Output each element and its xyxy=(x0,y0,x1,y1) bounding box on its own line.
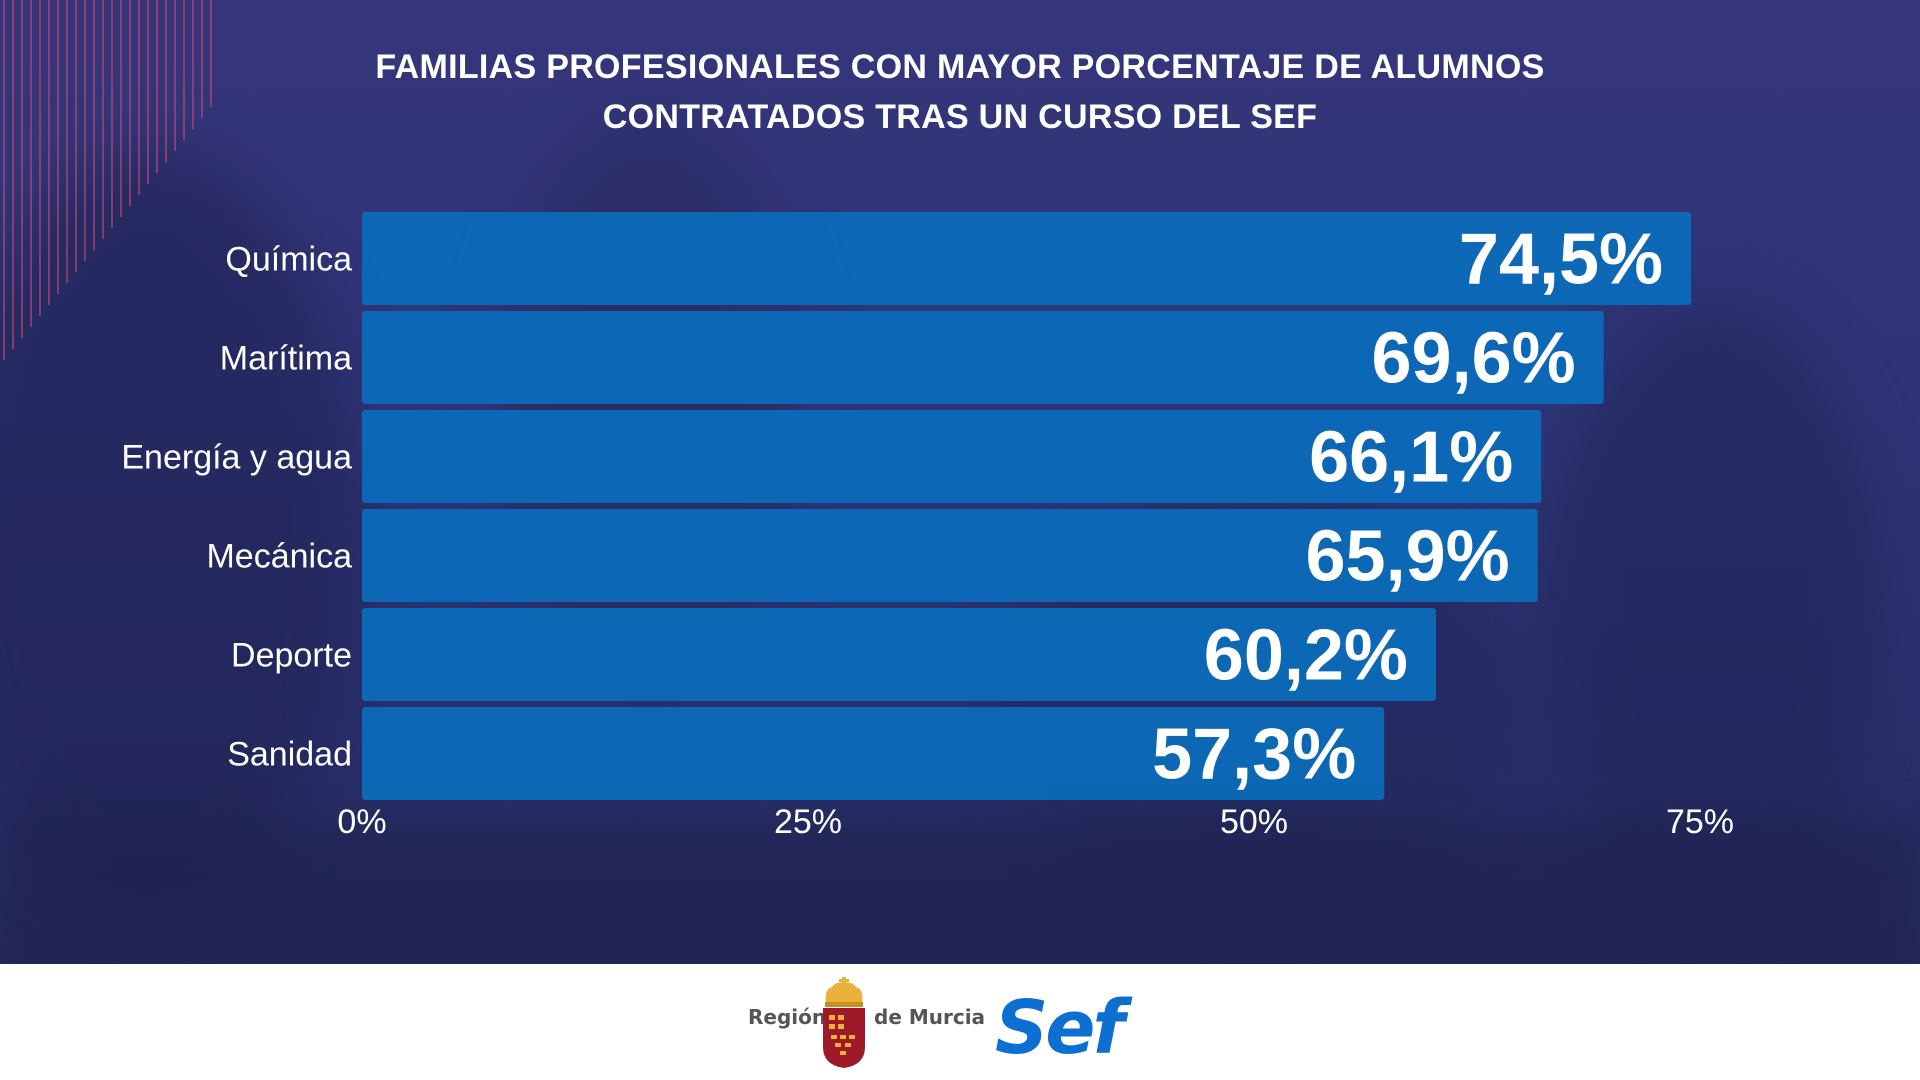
data-label-1: 69,6% xyxy=(1372,319,1576,399)
footer xyxy=(0,964,1920,1080)
chart-title: FAMILIAS PROFESIONALES CON MAYOR PORCENT… xyxy=(240,42,1680,142)
bar-2 xyxy=(362,410,1542,503)
category-label-2: Energía y agua xyxy=(121,439,352,477)
bar-4 xyxy=(362,608,1436,701)
sef-logo: Sef xyxy=(995,985,1125,1071)
category-label-5: Sanidad xyxy=(227,736,352,774)
data-label-5: 57,3% xyxy=(1152,715,1356,795)
bar-chart: Química 74,5% Marítima 69,6% Energía y agua 6… xyxy=(121,212,1734,841)
data-label-0: 74,5% xyxy=(1459,220,1663,300)
bar-0 xyxy=(362,212,1692,305)
category-label-1: Marítima xyxy=(220,340,352,378)
x-tick-label-3: 75% xyxy=(1666,803,1734,841)
title-line-1: FAMILIAS PROFESIONALES CON MAYOR PORCENT… xyxy=(375,48,1545,86)
x-tick-label-0: 0% xyxy=(337,803,386,841)
category-label-4: Deporte xyxy=(231,637,352,675)
data-label-4: 60,2% xyxy=(1204,616,1408,696)
category-label-3: Mecánica xyxy=(206,538,352,576)
data-label-2: 66,1% xyxy=(1309,418,1513,498)
x-tick-label-2: 50% xyxy=(1220,803,1288,841)
title-line-2: CONTRATADOS TRAS UN CURSO DEL SEF xyxy=(602,98,1318,136)
x-tick-label-1: 25% xyxy=(774,803,842,841)
data-label-3: 65,9% xyxy=(1305,517,1509,597)
region-label-right: de Murcia xyxy=(874,1005,986,1029)
bar-3 xyxy=(362,509,1538,602)
region-label-left: Región xyxy=(748,1005,827,1029)
bar-5 xyxy=(362,707,1385,800)
murcia-coat-of-arms-icon xyxy=(823,977,865,1068)
bar-1 xyxy=(362,311,1604,404)
decorative-stripes xyxy=(3,0,212,360)
category-label-0: Química xyxy=(225,241,352,279)
